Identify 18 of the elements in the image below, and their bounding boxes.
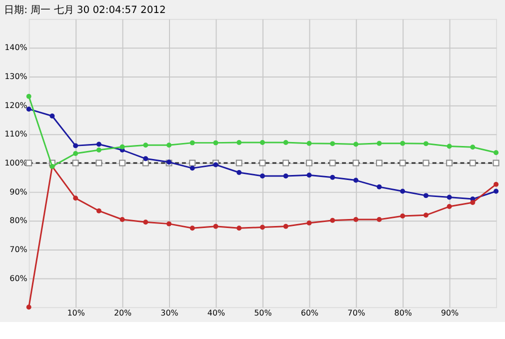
y-tick-label: 70%: [10, 244, 28, 254]
y-tick-label: 110%: [4, 130, 28, 139]
chart-title: 日期: 周一 七月 30 02:04:57 2012: [4, 4, 166, 16]
y-tick-label: 140%: [4, 43, 28, 52]
x-tick-label: 30%: [160, 308, 179, 318]
x-tick-label: 60%: [300, 308, 319, 318]
y-tick-label: 130%: [4, 72, 28, 81]
y-tick-label: 80%: [10, 216, 28, 226]
x-tick-label: 10%: [67, 308, 86, 318]
x-tick-label: 90%: [441, 308, 460, 318]
x-tick-label: 40%: [207, 308, 226, 318]
x-tick-label: 80%: [394, 308, 412, 318]
x-tick-label: 20%: [114, 308, 132, 318]
y-tick-label: 60%: [10, 274, 28, 283]
x-tick-label: 70%: [348, 308, 366, 318]
x-tick-label: 50%: [254, 308, 272, 318]
y-tick-label: 90%: [10, 187, 28, 196]
y-tick-label: 120%: [4, 100, 28, 110]
